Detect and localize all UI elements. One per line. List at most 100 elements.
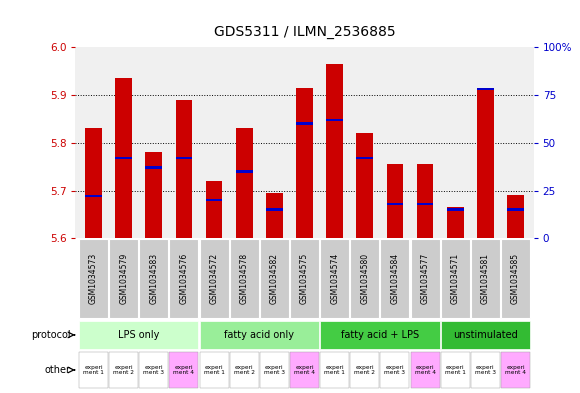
FancyBboxPatch shape: [441, 239, 470, 318]
Text: GSM1034576: GSM1034576: [179, 253, 188, 304]
Bar: [477, 88, 494, 90]
Text: experi
ment 3: experi ment 3: [475, 365, 496, 375]
FancyBboxPatch shape: [169, 239, 198, 318]
Text: GSM1034574: GSM1034574: [330, 253, 339, 304]
FancyBboxPatch shape: [79, 239, 108, 318]
FancyBboxPatch shape: [380, 239, 409, 318]
Text: GSM1034573: GSM1034573: [89, 253, 98, 304]
FancyBboxPatch shape: [290, 239, 319, 318]
Text: GSM1034572: GSM1034572: [209, 253, 219, 304]
FancyBboxPatch shape: [320, 321, 440, 349]
FancyBboxPatch shape: [109, 352, 138, 388]
Text: GSM1034579: GSM1034579: [119, 253, 128, 304]
FancyBboxPatch shape: [501, 352, 530, 388]
Text: experi
ment 1: experi ment 1: [204, 365, 224, 375]
Bar: [447, 208, 463, 211]
Text: protocol: protocol: [31, 330, 71, 340]
Text: experi
ment 3: experi ment 3: [264, 365, 285, 375]
FancyBboxPatch shape: [411, 352, 440, 388]
FancyBboxPatch shape: [441, 352, 470, 388]
Text: experi
ment 4: experi ment 4: [294, 365, 315, 375]
Text: GSM1034577: GSM1034577: [420, 253, 430, 304]
Text: experi
ment 2: experi ment 2: [113, 365, 134, 375]
Text: unstimulated: unstimulated: [453, 330, 518, 340]
Text: experi
ment 2: experi ment 2: [234, 365, 255, 375]
Text: fatty acid only: fatty acid only: [224, 330, 294, 340]
FancyBboxPatch shape: [230, 239, 259, 318]
FancyBboxPatch shape: [260, 352, 289, 388]
FancyBboxPatch shape: [79, 352, 108, 388]
Bar: [85, 195, 101, 197]
Bar: [296, 88, 313, 238]
FancyBboxPatch shape: [200, 239, 229, 318]
Text: experi
ment 2: experi ment 2: [354, 365, 375, 375]
Bar: [115, 78, 132, 238]
FancyBboxPatch shape: [411, 239, 440, 318]
Bar: [236, 129, 252, 238]
Bar: [206, 181, 222, 238]
Bar: [266, 193, 282, 238]
Text: experi
ment 4: experi ment 4: [505, 365, 526, 375]
FancyBboxPatch shape: [200, 321, 319, 349]
Text: GSM1034581: GSM1034581: [481, 253, 490, 304]
Bar: [206, 199, 222, 201]
Bar: [146, 166, 162, 169]
Text: GSM1034571: GSM1034571: [451, 253, 460, 304]
Bar: [447, 207, 463, 238]
FancyBboxPatch shape: [320, 239, 349, 318]
FancyBboxPatch shape: [471, 352, 500, 388]
Bar: [236, 170, 252, 173]
FancyBboxPatch shape: [471, 239, 500, 318]
FancyBboxPatch shape: [350, 239, 379, 318]
FancyBboxPatch shape: [139, 352, 168, 388]
Bar: [357, 133, 373, 238]
Text: GSM1034582: GSM1034582: [270, 253, 279, 304]
FancyBboxPatch shape: [260, 239, 289, 318]
Bar: [508, 208, 524, 211]
FancyBboxPatch shape: [320, 352, 349, 388]
FancyBboxPatch shape: [230, 352, 259, 388]
Bar: [85, 129, 101, 238]
FancyBboxPatch shape: [139, 239, 168, 318]
Bar: [176, 100, 192, 238]
Bar: [357, 157, 373, 159]
Text: experi
ment 1: experi ment 1: [445, 365, 466, 375]
Text: GSM1034584: GSM1034584: [390, 253, 400, 304]
Bar: [387, 203, 403, 205]
Bar: [477, 88, 494, 238]
Bar: [266, 208, 282, 211]
Bar: [146, 152, 162, 238]
Text: experi
ment 3: experi ment 3: [385, 365, 405, 375]
Text: GSM1034575: GSM1034575: [300, 253, 309, 304]
FancyBboxPatch shape: [441, 321, 530, 349]
Bar: [417, 203, 433, 205]
Text: experi
ment 4: experi ment 4: [415, 365, 436, 375]
Text: LPS only: LPS only: [118, 330, 160, 340]
Bar: [115, 157, 132, 159]
Text: fatty acid + LPS: fatty acid + LPS: [341, 330, 419, 340]
Bar: [327, 64, 343, 238]
Text: experi
ment 3: experi ment 3: [143, 365, 164, 375]
Text: GSM1034585: GSM1034585: [511, 253, 520, 304]
FancyBboxPatch shape: [79, 321, 198, 349]
Text: experi
ment 1: experi ment 1: [324, 365, 345, 375]
FancyBboxPatch shape: [290, 352, 319, 388]
Text: other: other: [45, 365, 71, 375]
FancyBboxPatch shape: [501, 239, 530, 318]
Text: GSM1034583: GSM1034583: [149, 253, 158, 304]
Text: GSM1034580: GSM1034580: [360, 253, 369, 304]
FancyBboxPatch shape: [350, 352, 379, 388]
Bar: [176, 157, 192, 159]
FancyBboxPatch shape: [200, 352, 229, 388]
Bar: [508, 195, 524, 238]
Text: experi
ment 4: experi ment 4: [173, 365, 194, 375]
FancyBboxPatch shape: [380, 352, 409, 388]
FancyBboxPatch shape: [109, 239, 138, 318]
Bar: [417, 164, 433, 238]
FancyBboxPatch shape: [169, 352, 198, 388]
Text: GSM1034578: GSM1034578: [240, 253, 249, 304]
Bar: [296, 122, 313, 125]
Text: GDS5311 / ILMN_2536885: GDS5311 / ILMN_2536885: [213, 25, 396, 39]
Bar: [387, 164, 403, 238]
Bar: [327, 119, 343, 121]
